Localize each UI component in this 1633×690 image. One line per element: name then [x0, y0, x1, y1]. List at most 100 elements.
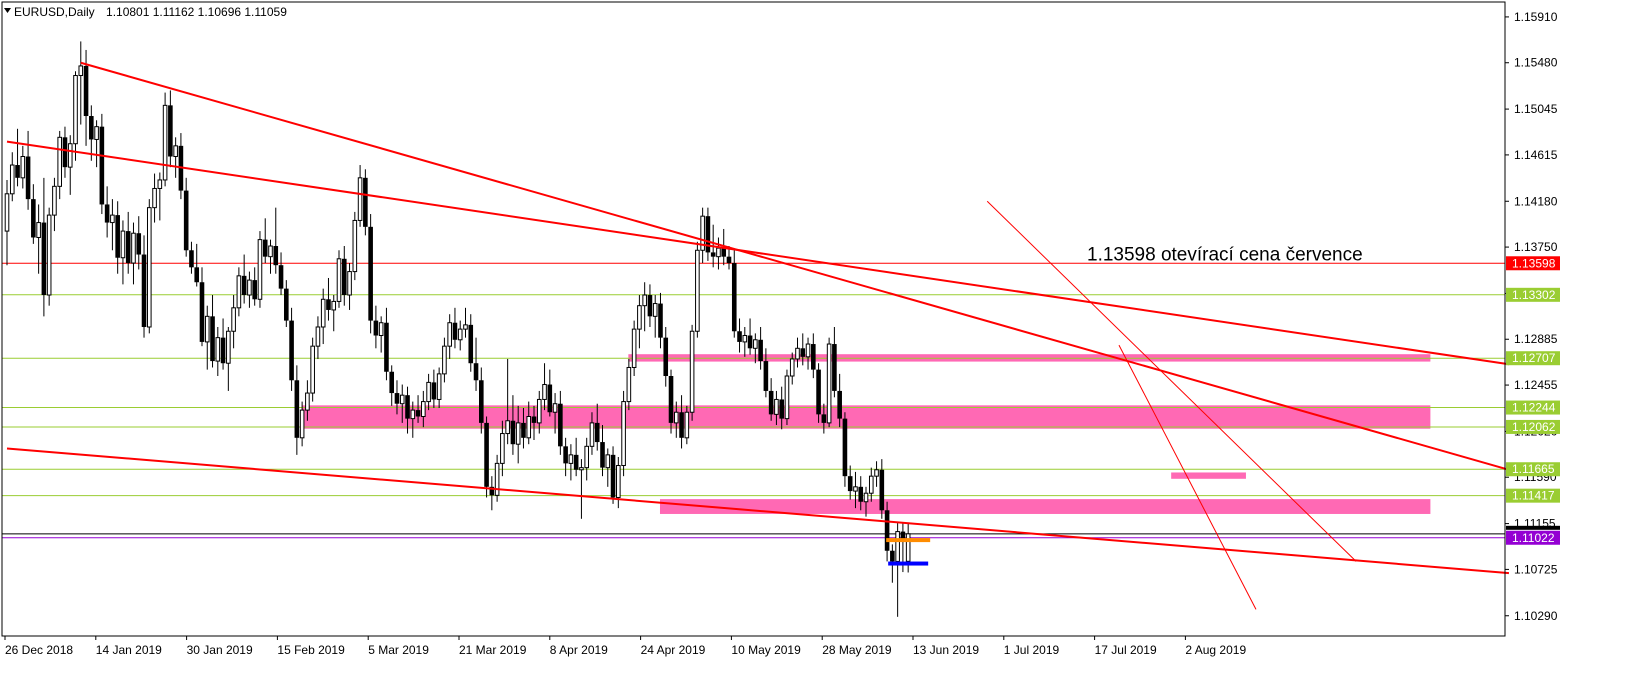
symbol-timeframe: EURUSD,Daily: [14, 5, 95, 19]
candle: [700, 207, 705, 264]
candle-body-down: [136, 233, 142, 255]
candle: [378, 316, 384, 353]
candle: [800, 333, 806, 366]
candle: [215, 326, 221, 377]
x-tick-label: 1 Jul 2019: [1004, 643, 1060, 657]
candle: [531, 405, 537, 440]
candle: [526, 401, 532, 445]
candle: [262, 218, 268, 264]
candle-body-down: [747, 335, 753, 349]
candle: [178, 133, 184, 200]
candle: [162, 92, 168, 187]
candle: [695, 241, 700, 338]
time-axis[interactable]: 26 Dec 2018 14 Jan 2019 30 Jan 2019 15 Feb …: [4, 636, 1246, 657]
candle-body-up: [426, 381, 431, 403]
header-dropdown-icon[interactable]: [4, 8, 11, 13]
candle: [811, 333, 816, 379]
x-tick-label: 14 Jan 2019: [96, 643, 162, 657]
candle: [247, 271, 252, 308]
candle-body-down: [594, 422, 600, 443]
candle-body-down: [210, 316, 215, 362]
candle: [631, 320, 637, 377]
current-price-marker: [1506, 525, 1560, 530]
candle-body-up: [457, 328, 463, 341]
candle-body-up: [410, 409, 416, 420]
candle-body-down: [847, 476, 853, 492]
candle: [257, 231, 263, 308]
candle-body-down: [531, 416, 537, 423]
candle: [558, 390, 563, 455]
candle: [363, 169, 368, 236]
candle-body-down: [890, 550, 895, 562]
candle: [268, 239, 273, 274]
candle-body-up: [716, 247, 721, 258]
candle: [341, 246, 347, 306]
candle: [347, 263, 352, 310]
candle: [226, 326, 231, 391]
candle-body-up: [868, 475, 874, 494]
candle: [78, 41, 84, 125]
candle: [36, 204, 41, 274]
candle-body-down: [220, 337, 226, 364]
candle-body-up: [52, 185, 57, 216]
candle: [62, 126, 68, 178]
candle-body-down: [721, 248, 727, 257]
candles: [4, 41, 931, 617]
candle: [642, 282, 647, 332]
candle: [547, 369, 553, 417]
candle: [568, 444, 574, 481]
candle: [189, 241, 194, 274]
candle: [789, 352, 795, 385]
candle-body-down: [558, 403, 563, 447]
price-axis[interactable]: 1.15910 1.15480 1.15045 1.14615 1.14180 1.137…: [1505, 10, 1560, 623]
level-badge-label: 1.11022: [1512, 531, 1555, 545]
annotation-label: 1.13598 otevírací cena července: [1087, 244, 1363, 265]
candle-body-up: [162, 104, 168, 181]
candle-body-down: [415, 410, 421, 417]
level-badge-label: 1.12062: [1512, 420, 1556, 434]
candle: [837, 373, 842, 428]
candle-body-up: [94, 126, 99, 140]
zone-2: [659, 499, 1431, 514]
candle: [774, 390, 779, 426]
candle: [183, 177, 189, 257]
candle: [315, 316, 321, 359]
x-tick-label: 5 Mar 2019: [368, 643, 429, 657]
candle-body-up: [826, 343, 832, 424]
candle-body-up: [616, 465, 621, 498]
candle: [621, 390, 626, 477]
candle-body-up: [652, 303, 658, 317]
candle-body-down: [273, 246, 279, 266]
candle-body-up: [305, 392, 310, 411]
candle: [94, 120, 99, 168]
level-badge-bg: [1506, 488, 1560, 503]
candle-body-down: [737, 331, 742, 342]
candle: [505, 358, 510, 445]
candle: [494, 454, 500, 502]
candle-body-down: [294, 380, 300, 438]
blue-marker: [888, 561, 929, 566]
level-badge-label: 1.13302: [1512, 288, 1556, 302]
chart-frame: [1, 1, 1506, 637]
candle-body-up: [695, 249, 700, 332]
y-tick-label: 1.10290: [1514, 609, 1558, 623]
level-badge-label: 1.11665: [1512, 462, 1555, 476]
candle: [779, 386, 784, 430]
candle-body-up: [463, 324, 468, 330]
candle: [352, 211, 358, 281]
candle: [415, 395, 421, 423]
candle: [652, 295, 658, 338]
candle: [284, 280, 289, 327]
candle: [489, 476, 495, 511]
candle-body-down: [199, 282, 205, 342]
candle-body-up: [67, 143, 73, 168]
level-badge-bg: [1506, 256, 1560, 271]
candle: [20, 145, 26, 189]
candle-body-up: [795, 347, 800, 360]
candle: [884, 501, 890, 562]
candle-body-up: [642, 294, 647, 307]
candle-body-down: [141, 254, 147, 327]
candle: [579, 459, 584, 519]
candle-body-up: [78, 65, 84, 77]
x-tick-label: 28 May 2019: [822, 643, 892, 657]
